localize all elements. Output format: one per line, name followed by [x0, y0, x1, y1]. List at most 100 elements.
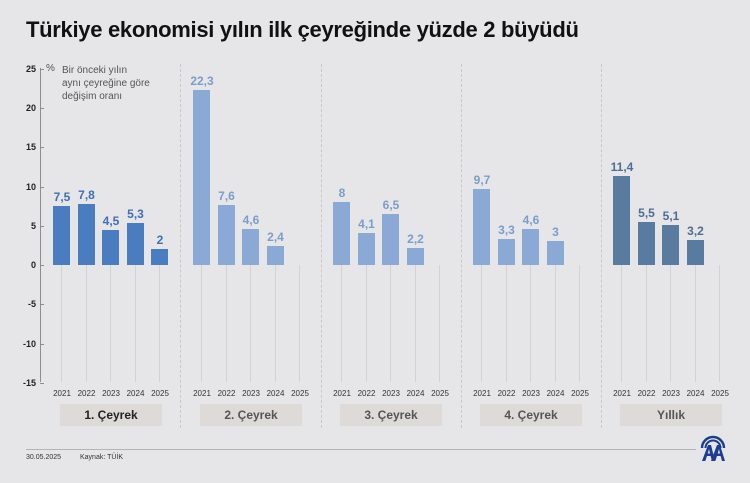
gridline [719, 265, 720, 382]
group-label: 4. Çeyrek [480, 404, 582, 426]
gridline [250, 265, 251, 382]
footer-divider [26, 449, 696, 450]
gridline [481, 265, 482, 382]
bar-3-eyrek-2024[interactable] [406, 247, 424, 265]
x-tick-label: 2021 [473, 389, 491, 398]
value-label: 2,4 [267, 230, 284, 245]
group-separator [321, 64, 322, 428]
x-tick-label: 2023 [242, 389, 260, 398]
bar-y-ll-k-2023[interactable] [662, 224, 679, 265]
bar-y-ll-k-2022[interactable] [637, 221, 655, 265]
value-label: 4,6 [242, 212, 260, 227]
gridline [134, 265, 136, 382]
gridline [530, 265, 531, 382]
gridline [390, 265, 391, 382]
bar-1-eyrek-2022[interactable] [77, 203, 95, 265]
bar-4-eyrek-2022[interactable] [497, 239, 515, 265]
x-tick-label: 2024 [546, 389, 565, 398]
gridline [670, 265, 671, 382]
gridline [365, 265, 367, 382]
value-label: 7,5 [53, 190, 71, 205]
gridline [645, 265, 647, 382]
gridline [225, 265, 227, 382]
legend-annotation: Bir önceki yılın aynı çeyreğine göre değ… [62, 65, 150, 102]
bar-1-eyrek-2025[interactable] [151, 249, 168, 265]
value-label: 22,3 [190, 73, 214, 88]
gridline [110, 265, 111, 382]
value-label: 9,7 [473, 172, 491, 187]
group-separator [180, 64, 181, 428]
gridline [85, 265, 87, 382]
y-tick-label: -10 [22, 338, 36, 349]
value-label: 3,3 [498, 223, 515, 238]
y-tick-mark [40, 108, 44, 109]
bar-y-ll-k-2024[interactable] [686, 239, 704, 265]
x-tick-label: 2022 [637, 389, 656, 398]
value-label: 4,1 [358, 216, 375, 231]
value-label: 5,1 [662, 208, 680, 223]
bar-3-eyrek-2023[interactable] [382, 213, 399, 265]
gridline [201, 265, 202, 382]
bar-3-eyrek-2021[interactable] [333, 202, 350, 265]
bar-3-eyrek-2022[interactable] [357, 232, 375, 265]
y-tick-mark [40, 186, 44, 188]
gridline [505, 265, 507, 382]
bar-4-eyrek-2021[interactable] [473, 188, 490, 265]
group-label: 1. Çeyrek [60, 404, 162, 426]
bar-2-eyrek-2023[interactable] [242, 228, 259, 265]
x-tick-label: 2025 [151, 389, 169, 398]
bar-4-eyrek-2024[interactable] [546, 241, 564, 265]
gridline [341, 265, 342, 382]
x-tick-label: 2025 [711, 389, 729, 398]
value-label: 3 [552, 225, 559, 240]
x-tick-label: 2021 [53, 389, 71, 398]
x-tick-label: 2022 [77, 389, 96, 398]
value-label: 4,6 [522, 212, 540, 227]
x-tick-label: 2021 [333, 389, 351, 398]
y-tick-label: 20 [25, 103, 36, 113]
value-label: 2,2 [407, 231, 424, 246]
y-tick-label: 15 [25, 142, 36, 153]
group-separator [461, 64, 462, 428]
value-label: 5,3 [127, 207, 144, 222]
bar-1-eyrek-2021[interactable] [53, 206, 70, 265]
bar-1-eyrek-2024[interactable] [126, 223, 144, 265]
value-label: 11,4 [610, 159, 634, 174]
x-tick-label: 2022 [217, 389, 236, 398]
bar-2-eyrek-2024[interactable] [266, 246, 284, 265]
value-label: 5,5 [638, 205, 655, 220]
value-label: 3,2 [687, 223, 704, 238]
bar-y-ll-k-2021[interactable] [613, 175, 630, 265]
y-tick-mark [40, 343, 44, 345]
x-tick-label: 2024 [126, 389, 145, 398]
bar-2-eyrek-2022[interactable] [217, 205, 235, 265]
unit-label: % [46, 63, 55, 74]
gridline [554, 265, 556, 382]
footer-date: 30.05.2025 [26, 454, 62, 461]
y-tick-label: 5 [30, 220, 36, 231]
y-tick-label: 0 [30, 260, 36, 270]
gridline [159, 265, 160, 382]
x-tick-label: 2025 [291, 389, 309, 398]
x-tick-label: 2022 [357, 389, 376, 398]
bar-1-eyrek-2023[interactable] [102, 229, 119, 265]
y-tick-mark [40, 304, 44, 306]
bar-4-eyrek-2023[interactable] [522, 228, 539, 265]
gridline [579, 265, 580, 382]
y-tick-mark [40, 68, 44, 70]
y-tick-label: 10 [25, 181, 36, 192]
group-label: 2. Çeyrek [200, 404, 302, 426]
y-tick-label: -5 [27, 299, 36, 310]
x-tick-label: 2023 [382, 389, 400, 398]
value-label: 4,5 [102, 213, 120, 228]
y-axis [40, 68, 41, 382]
gridline [439, 265, 440, 382]
footer-source: Kaynak: TÜİK [80, 454, 124, 461]
gridline [694, 265, 696, 382]
x-tick-label: 2024 [686, 389, 705, 398]
y-tick-mark [40, 382, 44, 384]
bar-2-eyrek-2021[interactable] [193, 89, 210, 265]
value-label: 2 [156, 233, 164, 248]
x-tick-label: 2024 [266, 389, 285, 398]
chart-title: Türkiye ekonomisi yılın ilk çeyreğinde y… [26, 17, 579, 42]
